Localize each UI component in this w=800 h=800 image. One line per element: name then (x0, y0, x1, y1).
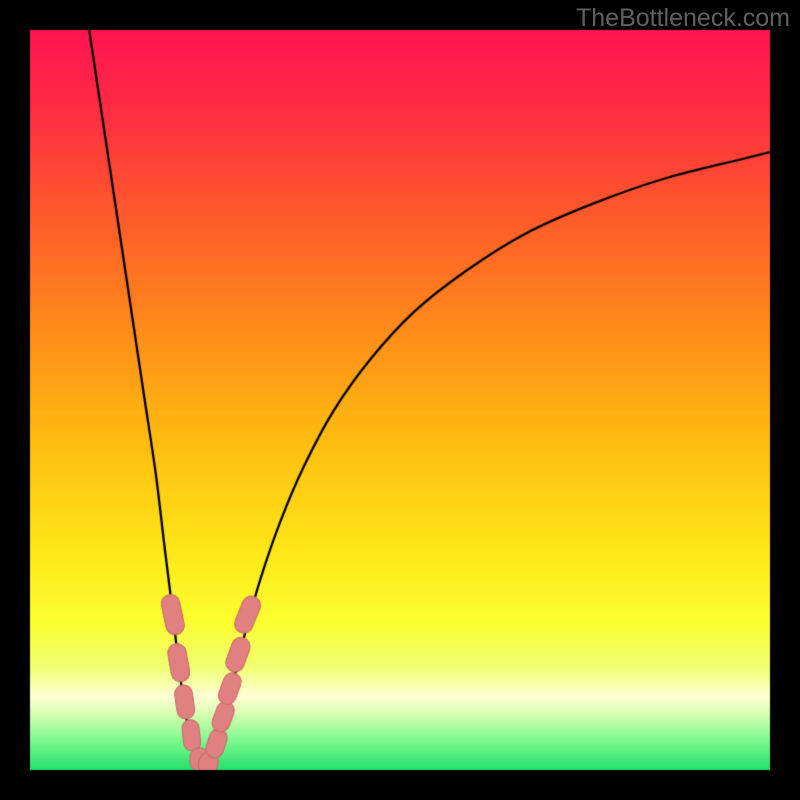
bottleneck-chart-canvas (0, 0, 800, 800)
watermark-label: TheBottleneck.com (576, 4, 790, 33)
chart-root: TheBottleneck.com (0, 0, 800, 800)
